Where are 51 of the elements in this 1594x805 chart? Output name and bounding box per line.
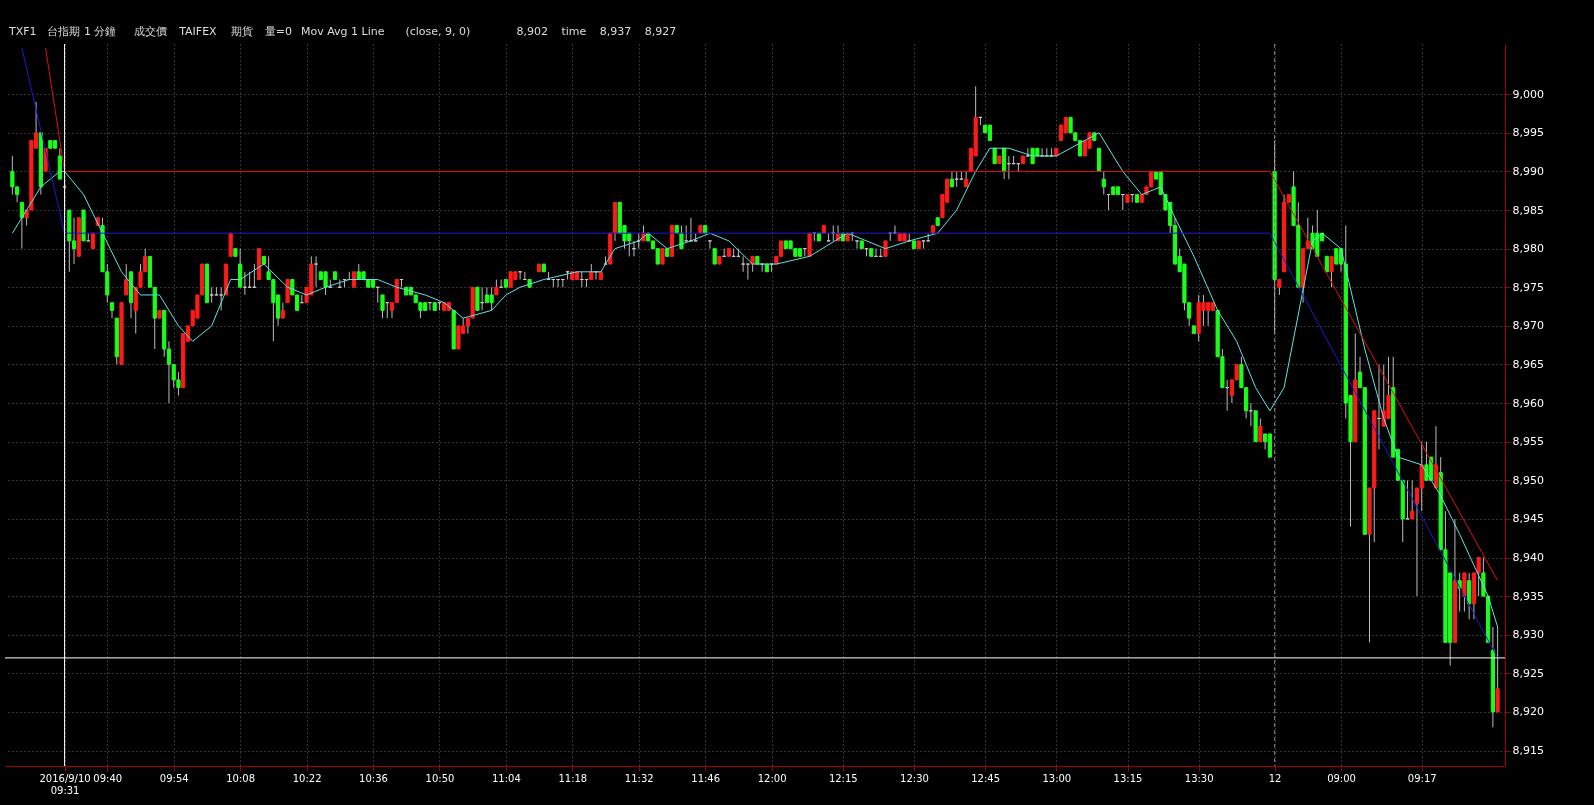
text: TAIFEX [178, 25, 218, 38]
x-tick-label: 12:45 [971, 772, 1001, 784]
y-tick-label: 8,940 [1512, 551, 1544, 565]
y-tick-label: 8,920 [1512, 705, 1544, 719]
x-tick-label: 12:15 [828, 772, 858, 784]
y-tick-label: 8,945 [1512, 512, 1544, 526]
text: 8,902 [516, 25, 548, 38]
x-tick-label: 10:50 [425, 772, 455, 784]
x-tick-label: 12:30 [900, 772, 929, 784]
x-tick-label: 13:30 [1184, 772, 1214, 784]
y-tick-label: 8,975 [1512, 280, 1544, 294]
text: 台指期 1 分鐘 [47, 25, 117, 38]
x-tick-label: 12 [1268, 772, 1282, 784]
y-tick-label: 8,950 [1512, 473, 1544, 487]
text: 8,927 [644, 25, 677, 38]
y-tick-label: 8,935 [1512, 589, 1544, 603]
x-tick-label: 13:00 [1042, 772, 1072, 784]
text: 期貨 [230, 25, 253, 38]
y-tick-label: 8,995 [1512, 126, 1544, 140]
text: 成交價 [134, 25, 168, 38]
text: TXF1 [8, 25, 37, 38]
x-tick-label: 11:18 [558, 772, 588, 784]
x-tick-label: 10:22 [292, 772, 322, 784]
x-tick-label: 09:54 [159, 772, 189, 784]
y-tick-label: 8,915 [1512, 744, 1544, 758]
y-tick-label: 9,000 [1512, 87, 1544, 101]
text: time [561, 25, 587, 38]
x-tick-label: 2016/9/10 09:31 [39, 772, 91, 796]
y-tick-label: 8,965 [1512, 357, 1544, 371]
x-tick-label: 09:00 [1327, 772, 1356, 784]
x-tick-label: 11:04 [491, 772, 521, 784]
y-tick-label: 8,985 [1512, 203, 1544, 217]
y-tick-label: 8,960 [1512, 396, 1544, 410]
text: (close, 9, 0) [405, 25, 471, 38]
y-tick-label: 8,925 [1512, 666, 1544, 680]
text: 8,937 [599, 25, 632, 38]
x-tick-label: 09:17 [1407, 772, 1437, 784]
x-tick-label: 13:15 [1113, 772, 1143, 784]
x-tick-label: 11:46 [691, 772, 721, 784]
text: Mov Avg 1 Line [301, 25, 385, 38]
y-tick-label: 8,970 [1512, 319, 1544, 333]
x-tick-label: 10:36 [359, 772, 388, 784]
x-tick-label: 12:00 [757, 772, 787, 784]
text: 量=0 [264, 25, 293, 38]
y-tick-label: 8,980 [1512, 242, 1544, 256]
x-tick-label: 09:40 [93, 772, 123, 784]
y-tick-label: 8,930 [1512, 628, 1544, 642]
y-tick-label: 8,990 [1512, 164, 1544, 178]
x-tick-label: 10:08 [226, 772, 256, 784]
y-tick-label: 8,955 [1512, 435, 1544, 449]
x-tick-label: 11:32 [624, 772, 654, 784]
